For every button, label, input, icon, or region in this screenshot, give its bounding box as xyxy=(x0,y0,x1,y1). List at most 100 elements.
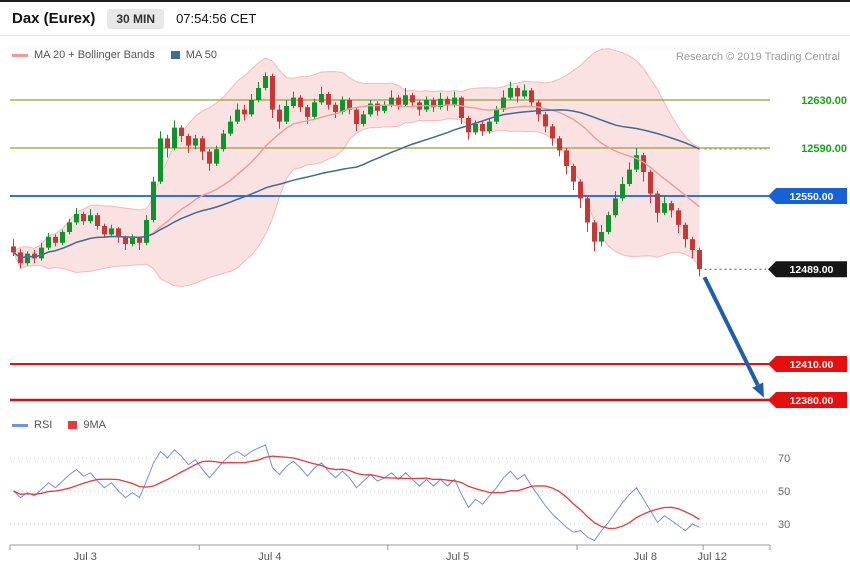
rsi-legend: RSI 9MA xyxy=(12,419,106,431)
candle-body xyxy=(270,76,275,110)
candle-body xyxy=(592,222,597,242)
candle-body xyxy=(473,124,478,133)
ma20-legend-label: MA 20 + Bollinger Bands xyxy=(34,49,155,61)
candle-body xyxy=(95,215,100,226)
last-price-badge xyxy=(768,261,847,278)
candle-body xyxy=(487,121,492,132)
candle-body xyxy=(298,97,303,108)
candle-body xyxy=(81,214,86,222)
candle-body xyxy=(606,215,611,232)
price-level-badge-12550.00 xyxy=(768,188,847,204)
ma50-swatch xyxy=(170,51,180,59)
candle-body xyxy=(438,98,443,108)
candle-body xyxy=(319,94,324,103)
price-level-label-12630.00: 12630.00 xyxy=(801,95,847,107)
candle-body xyxy=(144,220,149,243)
candle-body xyxy=(529,90,534,103)
candle-body xyxy=(669,203,674,211)
candle-body xyxy=(326,94,331,105)
candle-body xyxy=(424,100,429,110)
ma50-legend-label: MA 50 xyxy=(185,49,217,61)
candle-body xyxy=(207,151,212,164)
x-axis-label-Jul-3: Jul 3 xyxy=(74,551,97,563)
candle-body xyxy=(11,246,16,253)
rsi-legend-label: RSI xyxy=(34,419,53,431)
candle-body xyxy=(403,95,408,105)
bollinger-band xyxy=(13,48,700,287)
forecast-arrow-shaft xyxy=(702,276,760,386)
candle-body xyxy=(137,238,142,243)
x-axis-label-Jul-8: Jul 8 xyxy=(634,551,657,563)
rsi-ma-legend-label: 9MA xyxy=(83,419,106,431)
candle-body xyxy=(354,109,359,124)
candle-body xyxy=(697,250,702,270)
candle-body xyxy=(242,109,247,115)
rsi-ma-line xyxy=(13,455,700,530)
candle-body xyxy=(599,232,604,242)
price-level-badge-12380.00 xyxy=(768,392,847,408)
candle-body xyxy=(347,100,352,110)
candle-body xyxy=(165,138,170,148)
candle-body xyxy=(368,103,373,115)
candle-body xyxy=(228,121,233,134)
candle-body xyxy=(375,103,380,111)
candle-body xyxy=(550,126,555,139)
rsi-line xyxy=(13,444,700,542)
candle-body xyxy=(361,114,366,124)
candle-body xyxy=(676,210,681,225)
rsi-axis-label-50: 50 xyxy=(778,486,790,498)
candle-body xyxy=(445,98,450,105)
price-chart-canvas: 70 50 30 Jul 3 Jul 4 Jul 5 Jul 8 Jul 12 12630.00… xyxy=(9,47,847,563)
price-level-badge-12550.00-text: 12550.00 xyxy=(790,191,834,203)
candle-body xyxy=(305,107,310,117)
rsi-axis-label-30: 30 xyxy=(778,519,790,531)
candle-body xyxy=(172,127,177,148)
candle-body xyxy=(263,76,268,88)
candle-body xyxy=(130,238,135,244)
candle-body xyxy=(200,138,205,152)
candle-body xyxy=(284,106,289,122)
candle-body xyxy=(522,90,527,97)
price-level-badge-12380.00-text: 12380.00 xyxy=(790,395,834,407)
candle-body xyxy=(431,100,436,108)
last-price-badge-text: 12489.00 xyxy=(790,264,834,276)
candle-body xyxy=(452,97,457,105)
candle-body xyxy=(109,228,114,235)
candle-body xyxy=(620,184,625,199)
candle-body xyxy=(291,97,296,106)
candle-body xyxy=(690,239,695,250)
candle-body xyxy=(193,138,198,146)
candle-body xyxy=(578,181,583,199)
candle-body xyxy=(249,100,254,115)
candle-body xyxy=(648,172,653,194)
candle-body xyxy=(53,236,58,243)
x-axis-label-Jul-4: Jul 4 xyxy=(258,551,281,563)
candle-body xyxy=(186,136,191,146)
candle-body xyxy=(88,215,93,222)
chart-area: 70 50 30 Jul 3 Jul 4 Jul 5 Jul 8 Jul 12 12630.00… xyxy=(0,36,850,576)
candle-body xyxy=(74,214,79,223)
candle-body xyxy=(571,166,576,182)
candle-body xyxy=(67,222,72,232)
candle-body xyxy=(396,97,401,105)
candle-body xyxy=(410,95,415,103)
candle-body xyxy=(627,169,632,184)
candle-body xyxy=(179,127,184,136)
candle-body xyxy=(60,232,65,243)
rsi-swatch xyxy=(12,423,28,427)
main-legend: MA 20 + Bollinger Bands MA 50 xyxy=(12,49,217,61)
chart-header: Dax (Eurex) 30 MIN 07:54:56 CET xyxy=(0,2,850,36)
candle-body xyxy=(557,138,562,151)
candle-body xyxy=(39,247,44,259)
candle-body xyxy=(683,224,688,240)
candle-body xyxy=(613,198,618,216)
candle-body xyxy=(277,109,282,122)
candle-body xyxy=(501,97,506,110)
candle-body xyxy=(515,88,520,97)
candle-body xyxy=(214,149,219,164)
forecast-arrow-head xyxy=(752,382,764,398)
timeframe-badge[interactable]: 30 MIN xyxy=(107,8,165,29)
candle-body xyxy=(389,97,394,105)
candle-body xyxy=(340,100,345,112)
price-level-badge-12410.00-text: 12410.00 xyxy=(790,359,834,371)
